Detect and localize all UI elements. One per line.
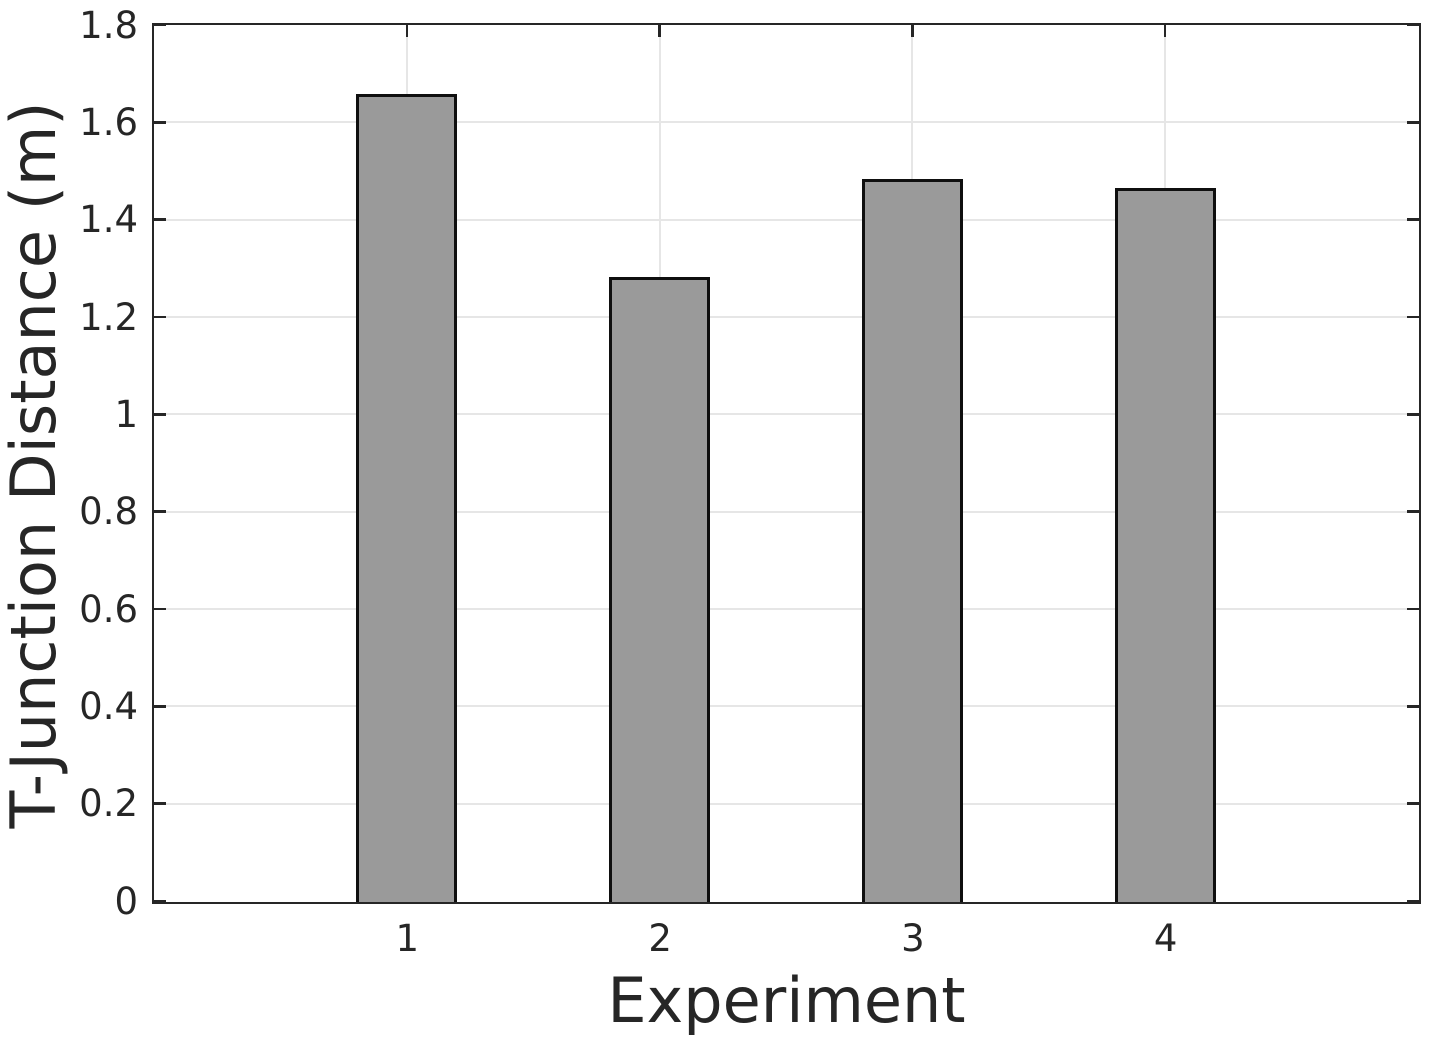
y-gridline bbox=[154, 802, 1419, 805]
y-tick-mark bbox=[154, 510, 166, 513]
x-tick-mark bbox=[1163, 25, 1167, 37]
y-axis-label: T-Junction Distance (m) bbox=[0, 101, 70, 829]
x-tick-mark bbox=[911, 25, 914, 37]
y-tick-label: 0.8 bbox=[79, 490, 138, 534]
y-tick-label: 1.6 bbox=[79, 100, 138, 144]
bar-series-layer bbox=[154, 25, 1419, 902]
y-tick-label: 0.2 bbox=[79, 782, 138, 826]
y-tick-mark bbox=[1407, 510, 1419, 513]
x-tick-label: 4 bbox=[1153, 917, 1178, 960]
y-tick-mark bbox=[154, 23, 166, 27]
bar-experiment-3 bbox=[861, 179, 963, 902]
x-tick-label: 3 bbox=[901, 917, 925, 960]
y-tick-label: 0 bbox=[114, 879, 138, 923]
x-tick-label: 2 bbox=[648, 917, 672, 960]
x-tick-label: 1 bbox=[395, 917, 420, 960]
y-tick-mark bbox=[1407, 899, 1419, 903]
y-tick-mark bbox=[154, 705, 166, 708]
y-tick-mark bbox=[1407, 802, 1419, 805]
y-tick-mark bbox=[1407, 121, 1419, 124]
x-tick-mark bbox=[658, 25, 661, 37]
y-tick-mark bbox=[1407, 218, 1419, 221]
y-tick-label: 1.2 bbox=[79, 295, 138, 339]
plot-area bbox=[152, 23, 1421, 904]
y-tick-mark bbox=[1407, 23, 1419, 27]
y-tick-label: 1.4 bbox=[79, 198, 138, 242]
y-tick-mark bbox=[1407, 607, 1419, 611]
y-tick-mark bbox=[154, 121, 166, 124]
x-tick-mark bbox=[405, 25, 409, 37]
y-tick-mark bbox=[154, 315, 166, 319]
y-tick-mark bbox=[154, 413, 166, 416]
y-gridline bbox=[154, 218, 1419, 221]
y-gridline bbox=[154, 413, 1419, 416]
y-tick-label: 1 bbox=[114, 392, 138, 436]
y-gridline bbox=[154, 608, 1419, 610]
y-tick-mark bbox=[154, 607, 166, 611]
y-gridline bbox=[154, 316, 1419, 318]
y-tick-mark bbox=[1407, 413, 1419, 416]
y-tick-label: 0.6 bbox=[79, 587, 138, 631]
y-tick-label: 0.4 bbox=[79, 684, 138, 728]
y-tick-mark bbox=[1407, 705, 1419, 708]
y-gridline bbox=[154, 705, 1419, 708]
y-gridline bbox=[154, 510, 1419, 513]
bar-experiment-2 bbox=[609, 277, 711, 902]
y-tick-mark bbox=[154, 218, 166, 221]
bar-experiment-1 bbox=[356, 94, 458, 902]
y-tick-mark bbox=[154, 802, 166, 805]
y-tick-label: 1.8 bbox=[79, 3, 138, 47]
y-tick-mark bbox=[154, 899, 166, 903]
y-tick-mark bbox=[1407, 315, 1419, 319]
x-axis-label: Experiment bbox=[607, 964, 966, 1037]
bar-experiment-4 bbox=[1114, 188, 1216, 902]
y-gridline bbox=[154, 121, 1419, 124]
